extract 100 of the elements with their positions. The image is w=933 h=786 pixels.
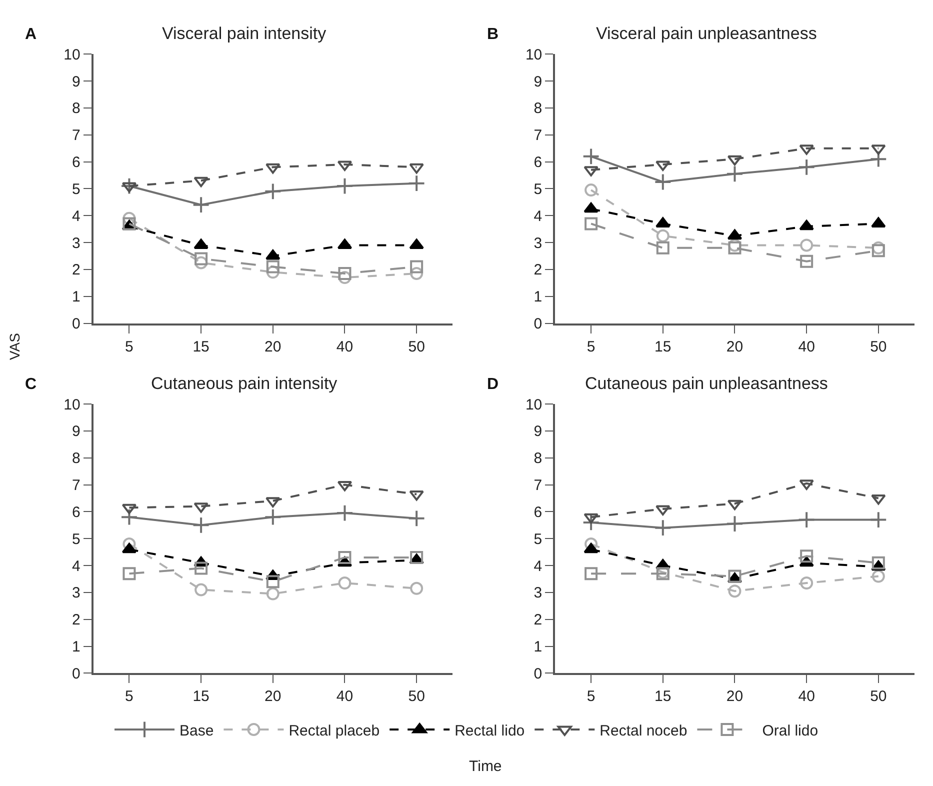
point bbox=[584, 217, 598, 230]
point bbox=[654, 173, 672, 191]
point bbox=[584, 184, 598, 197]
legend-label: Base bbox=[180, 722, 214, 740]
point bbox=[194, 252, 208, 266]
y-tick-label: 8 bbox=[72, 100, 80, 118]
point bbox=[799, 144, 814, 155]
point bbox=[266, 250, 280, 260]
y-tick-label: 7 bbox=[72, 477, 80, 494]
x-tick-label: 50 bbox=[870, 338, 887, 356]
x-tick-label: 20 bbox=[726, 688, 744, 706]
point bbox=[726, 515, 744, 533]
point bbox=[800, 550, 814, 563]
point bbox=[800, 576, 814, 590]
y-tick-label: 7 bbox=[534, 477, 542, 494]
y-tick-label: 6 bbox=[72, 154, 80, 172]
x-tick-label: 5 bbox=[586, 688, 596, 706]
point bbox=[584, 513, 598, 524]
point bbox=[336, 504, 354, 522]
y-tick-label: 7 bbox=[72, 127, 80, 144]
y-tick-label: 0 bbox=[534, 665, 542, 682]
point bbox=[584, 542, 598, 554]
point bbox=[726, 165, 744, 183]
y-tick-label: 6 bbox=[534, 154, 542, 172]
x-tick-label: 15 bbox=[192, 688, 210, 706]
point bbox=[872, 556, 885, 570]
point bbox=[192, 196, 210, 214]
y-tick-label: 9 bbox=[534, 423, 542, 440]
point bbox=[122, 212, 136, 225]
point bbox=[409, 490, 424, 501]
point bbox=[194, 238, 208, 249]
x-tick-label: 5 bbox=[586, 338, 596, 356]
x-tick-label: 40 bbox=[798, 688, 815, 706]
y-tick-label: 0 bbox=[72, 316, 80, 333]
point bbox=[728, 241, 742, 254]
x-tick-label: 20 bbox=[264, 338, 282, 356]
point bbox=[266, 163, 280, 174]
point bbox=[800, 238, 814, 252]
x-tick-label: 50 bbox=[408, 688, 425, 706]
point bbox=[266, 587, 280, 600]
point bbox=[266, 575, 280, 588]
point bbox=[728, 238, 742, 252]
y-tick-label: 0 bbox=[534, 316, 542, 333]
x-axis-title: Time bbox=[469, 758, 502, 775]
point bbox=[338, 267, 352, 280]
y-tick-label: 8 bbox=[72, 450, 80, 468]
legend-label: Rectal lido bbox=[454, 722, 525, 740]
y-tick-label: 2 bbox=[72, 612, 80, 629]
point bbox=[870, 150, 888, 168]
chart-title: Visceral pain unpleasantness bbox=[596, 24, 817, 43]
point bbox=[338, 550, 352, 564]
point bbox=[410, 260, 424, 274]
x-tick-label: 40 bbox=[798, 338, 815, 356]
text: C bbox=[25, 376, 37, 393]
point bbox=[122, 182, 137, 193]
point bbox=[798, 158, 816, 176]
y-tick-label: 8 bbox=[534, 450, 542, 468]
point bbox=[656, 505, 670, 516]
point bbox=[408, 510, 426, 528]
point bbox=[656, 217, 670, 228]
y-tick-label: 3 bbox=[534, 234, 542, 252]
point bbox=[870, 511, 888, 528]
y-tick-label: 10 bbox=[525, 46, 542, 64]
point bbox=[192, 516, 210, 534]
y-tick-label: 7 bbox=[534, 127, 542, 144]
y-tick-label: 5 bbox=[534, 530, 542, 548]
y-tick-label: 1 bbox=[534, 288, 542, 306]
point bbox=[338, 576, 352, 590]
point bbox=[338, 271, 352, 284]
y-tick-label: 9 bbox=[72, 73, 80, 90]
point bbox=[582, 148, 600, 166]
point bbox=[122, 537, 136, 550]
point bbox=[872, 570, 885, 583]
point bbox=[871, 217, 886, 228]
point bbox=[266, 260, 280, 274]
point bbox=[336, 177, 354, 195]
chart-title: Visceral pain intensity bbox=[162, 24, 327, 43]
y-tick-label: 3 bbox=[72, 234, 80, 252]
point bbox=[798, 511, 816, 528]
point bbox=[872, 244, 885, 258]
legend-label: Oral lido bbox=[762, 722, 818, 740]
chart-title: Cutaneous pain intensity bbox=[151, 374, 338, 393]
y-tick-label: 3 bbox=[534, 584, 542, 602]
y-tick-label: 10 bbox=[525, 396, 542, 414]
point bbox=[656, 241, 670, 254]
y-tick-label: 1 bbox=[72, 288, 80, 306]
y-tick-label: 3 bbox=[72, 584, 80, 602]
legend-label: Rectal noceb bbox=[600, 722, 688, 740]
point bbox=[727, 500, 742, 510]
x-tick-label: 15 bbox=[192, 338, 210, 356]
y-tick-label: 0 bbox=[72, 665, 80, 682]
point bbox=[120, 508, 138, 526]
point bbox=[872, 241, 885, 254]
chart-title: Cutaneous pain unpleasantness bbox=[585, 374, 828, 393]
text: A bbox=[25, 26, 37, 43]
x-tick-label: 20 bbox=[264, 688, 282, 706]
point bbox=[264, 508, 282, 526]
point bbox=[410, 267, 424, 280]
y-tick-label: 9 bbox=[72, 423, 80, 440]
y-tick-label: 4 bbox=[72, 208, 80, 225]
